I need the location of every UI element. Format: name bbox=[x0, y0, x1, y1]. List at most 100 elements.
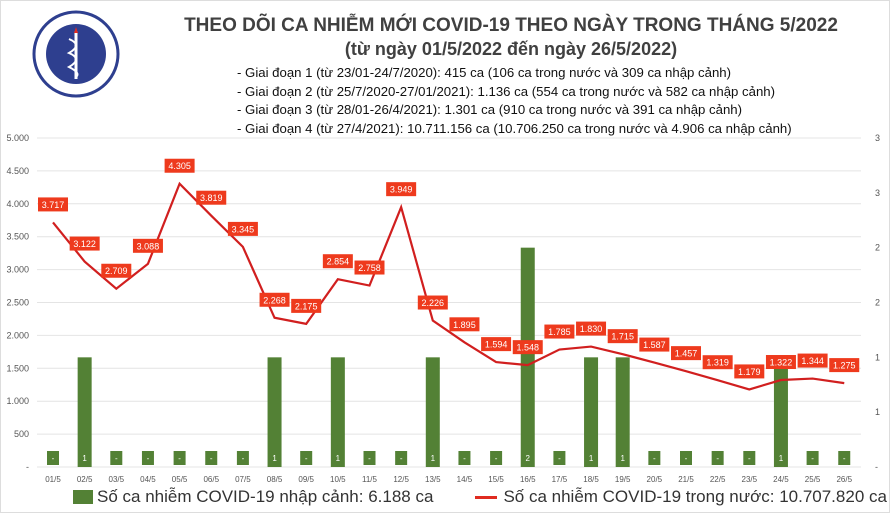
line-data-label-box bbox=[544, 324, 575, 339]
x-tick-label: 19/5 bbox=[615, 475, 631, 484]
line-data-label: 1.587 bbox=[643, 340, 666, 350]
bar-imported bbox=[47, 451, 59, 465]
line-data-label: 3.819 bbox=[200, 193, 223, 203]
line-data-label: 1.830 bbox=[580, 324, 603, 334]
bar-data-label: 1 bbox=[82, 454, 87, 463]
left-tick-label: 2.500 bbox=[6, 298, 29, 308]
bar-data-label: - bbox=[52, 454, 55, 463]
x-tick-label: 03/5 bbox=[109, 475, 125, 484]
bar-imported bbox=[490, 451, 503, 465]
x-tick-label: 06/5 bbox=[203, 475, 219, 484]
left-tick-label: 2.000 bbox=[6, 330, 29, 340]
x-tick-label: 14/5 bbox=[457, 475, 473, 484]
line-data-label-box bbox=[132, 238, 163, 253]
bar-imported bbox=[838, 451, 851, 465]
line-data-label: 3.949 bbox=[390, 185, 413, 195]
line-data-label: 3.717 bbox=[42, 200, 65, 210]
right-tick-label: - bbox=[875, 462, 878, 472]
line-data-label-box bbox=[259, 292, 290, 307]
line-data-label: 1.275 bbox=[833, 361, 856, 371]
bar-imported bbox=[520, 247, 535, 467]
bar-imported bbox=[363, 451, 376, 465]
line-data-label: 2.854 bbox=[327, 257, 350, 267]
x-tick-label: 22/5 bbox=[710, 475, 726, 484]
line-data-label-box bbox=[227, 221, 258, 236]
phase-notes: - Giai đoạn 1 (từ 23/01-24/7/2020): 415 … bbox=[237, 64, 792, 138]
x-tick-label: 02/5 bbox=[77, 475, 93, 484]
line-data-label-box bbox=[69, 236, 100, 251]
bar-imported bbox=[300, 451, 313, 465]
line-data-label-box bbox=[386, 182, 417, 197]
legend-label-imported: Số ca nhiễm COVID-19 nhập cảnh: 6.188 ca bbox=[97, 487, 434, 506]
bar-imported bbox=[648, 451, 661, 465]
bar-data-label: 1 bbox=[431, 454, 436, 463]
bar-imported bbox=[141, 451, 154, 465]
x-tick-label: 25/5 bbox=[805, 475, 821, 484]
x-tick-label: 08/5 bbox=[267, 475, 283, 484]
phase-note: - Giai đoạn 3 (từ 28/01-26/4/2021): 1.30… bbox=[237, 102, 743, 117]
bar-data-label: - bbox=[115, 454, 118, 463]
bar-data-label: 1 bbox=[336, 454, 341, 463]
bar-imported bbox=[236, 451, 249, 465]
line-data-label: 1.319 bbox=[706, 358, 729, 368]
line-data-label: 1.895 bbox=[453, 320, 476, 330]
bar-data-label: - bbox=[305, 454, 308, 463]
bar-imported bbox=[205, 451, 218, 465]
bar-data-label: - bbox=[716, 454, 719, 463]
x-tick-label: 11/5 bbox=[362, 475, 378, 484]
bar-imported bbox=[77, 357, 92, 467]
bar-data-label: - bbox=[463, 454, 466, 463]
right-tick-label: 3 bbox=[875, 188, 880, 198]
line-data-label-box bbox=[164, 158, 195, 173]
bar-data-label: - bbox=[400, 454, 403, 463]
bar-data-label: - bbox=[178, 454, 181, 463]
line-data-label: 3.122 bbox=[73, 239, 96, 249]
x-tick-label: 20/5 bbox=[647, 475, 663, 484]
line-data-label-box bbox=[354, 260, 385, 275]
left-tick-label: 3.000 bbox=[6, 265, 29, 275]
line-data-label: 1.322 bbox=[770, 358, 793, 368]
bar-imported bbox=[553, 451, 566, 465]
left-tick-label: - bbox=[26, 462, 29, 472]
line-data-label-box bbox=[702, 355, 733, 370]
bar-data-label: - bbox=[843, 454, 846, 463]
chart-subtitle: (từ ngày 01/5/2022 đến ngày 26/5/2022) bbox=[344, 39, 678, 59]
bar-imported bbox=[773, 357, 788, 467]
line-data-label: 1.344 bbox=[801, 356, 824, 366]
line-data-label-box bbox=[607, 329, 638, 344]
bar-imported bbox=[806, 451, 819, 465]
chart-title: THEO DÕI CA NHIỄM MỚI COVID-19 THEO NGÀY… bbox=[184, 15, 838, 36]
x-tick-label: 07/5 bbox=[235, 475, 251, 484]
line-data-label-box bbox=[734, 364, 765, 379]
x-tick-label: 01/5 bbox=[45, 475, 61, 484]
left-tick-label: 4.500 bbox=[6, 166, 29, 176]
x-tick-label: 04/5 bbox=[140, 475, 156, 484]
legend: Số ca nhiễm COVID-19 nhập cảnh: 6.188 ca… bbox=[73, 487, 887, 507]
line-data-label-box bbox=[38, 197, 68, 212]
bar-data-label: 1 bbox=[272, 454, 277, 463]
line-data-label: 3.345 bbox=[232, 224, 255, 234]
bar-data-label: - bbox=[147, 454, 150, 463]
bar-imported bbox=[680, 451, 692, 465]
bar-imported bbox=[743, 451, 756, 465]
bar-imported bbox=[584, 357, 599, 467]
line-data-label-box bbox=[512, 340, 543, 355]
x-tick-label: 09/5 bbox=[298, 475, 314, 484]
bar-data-label: 2 bbox=[526, 454, 531, 463]
bar-data-label: - bbox=[210, 454, 213, 463]
ministry-of-health-logo bbox=[32, 10, 120, 98]
bar-imported bbox=[173, 451, 186, 465]
line-data-label-box bbox=[196, 190, 227, 205]
line-data-label-box bbox=[322, 254, 353, 269]
bar-data-label: - bbox=[653, 454, 656, 463]
bar-data-label: 1 bbox=[620, 454, 625, 463]
left-tick-label: 4.000 bbox=[6, 199, 29, 209]
x-tick-label: 26/5 bbox=[836, 475, 852, 484]
x-tick-label: 16/5 bbox=[520, 475, 536, 484]
x-tick-label: 21/5 bbox=[678, 475, 694, 484]
line-data-label: 1.548 bbox=[516, 343, 539, 353]
line-data-label: 2.175 bbox=[295, 301, 318, 311]
line-domestic bbox=[52, 181, 845, 391]
legend-label-domestic: Số ca nhiễm COVID-19 trong nước: 10.707.… bbox=[503, 487, 887, 506]
phase-note: - Giai đoạn 1 (từ 23/01-24/7/2020): 415 … bbox=[237, 65, 732, 80]
